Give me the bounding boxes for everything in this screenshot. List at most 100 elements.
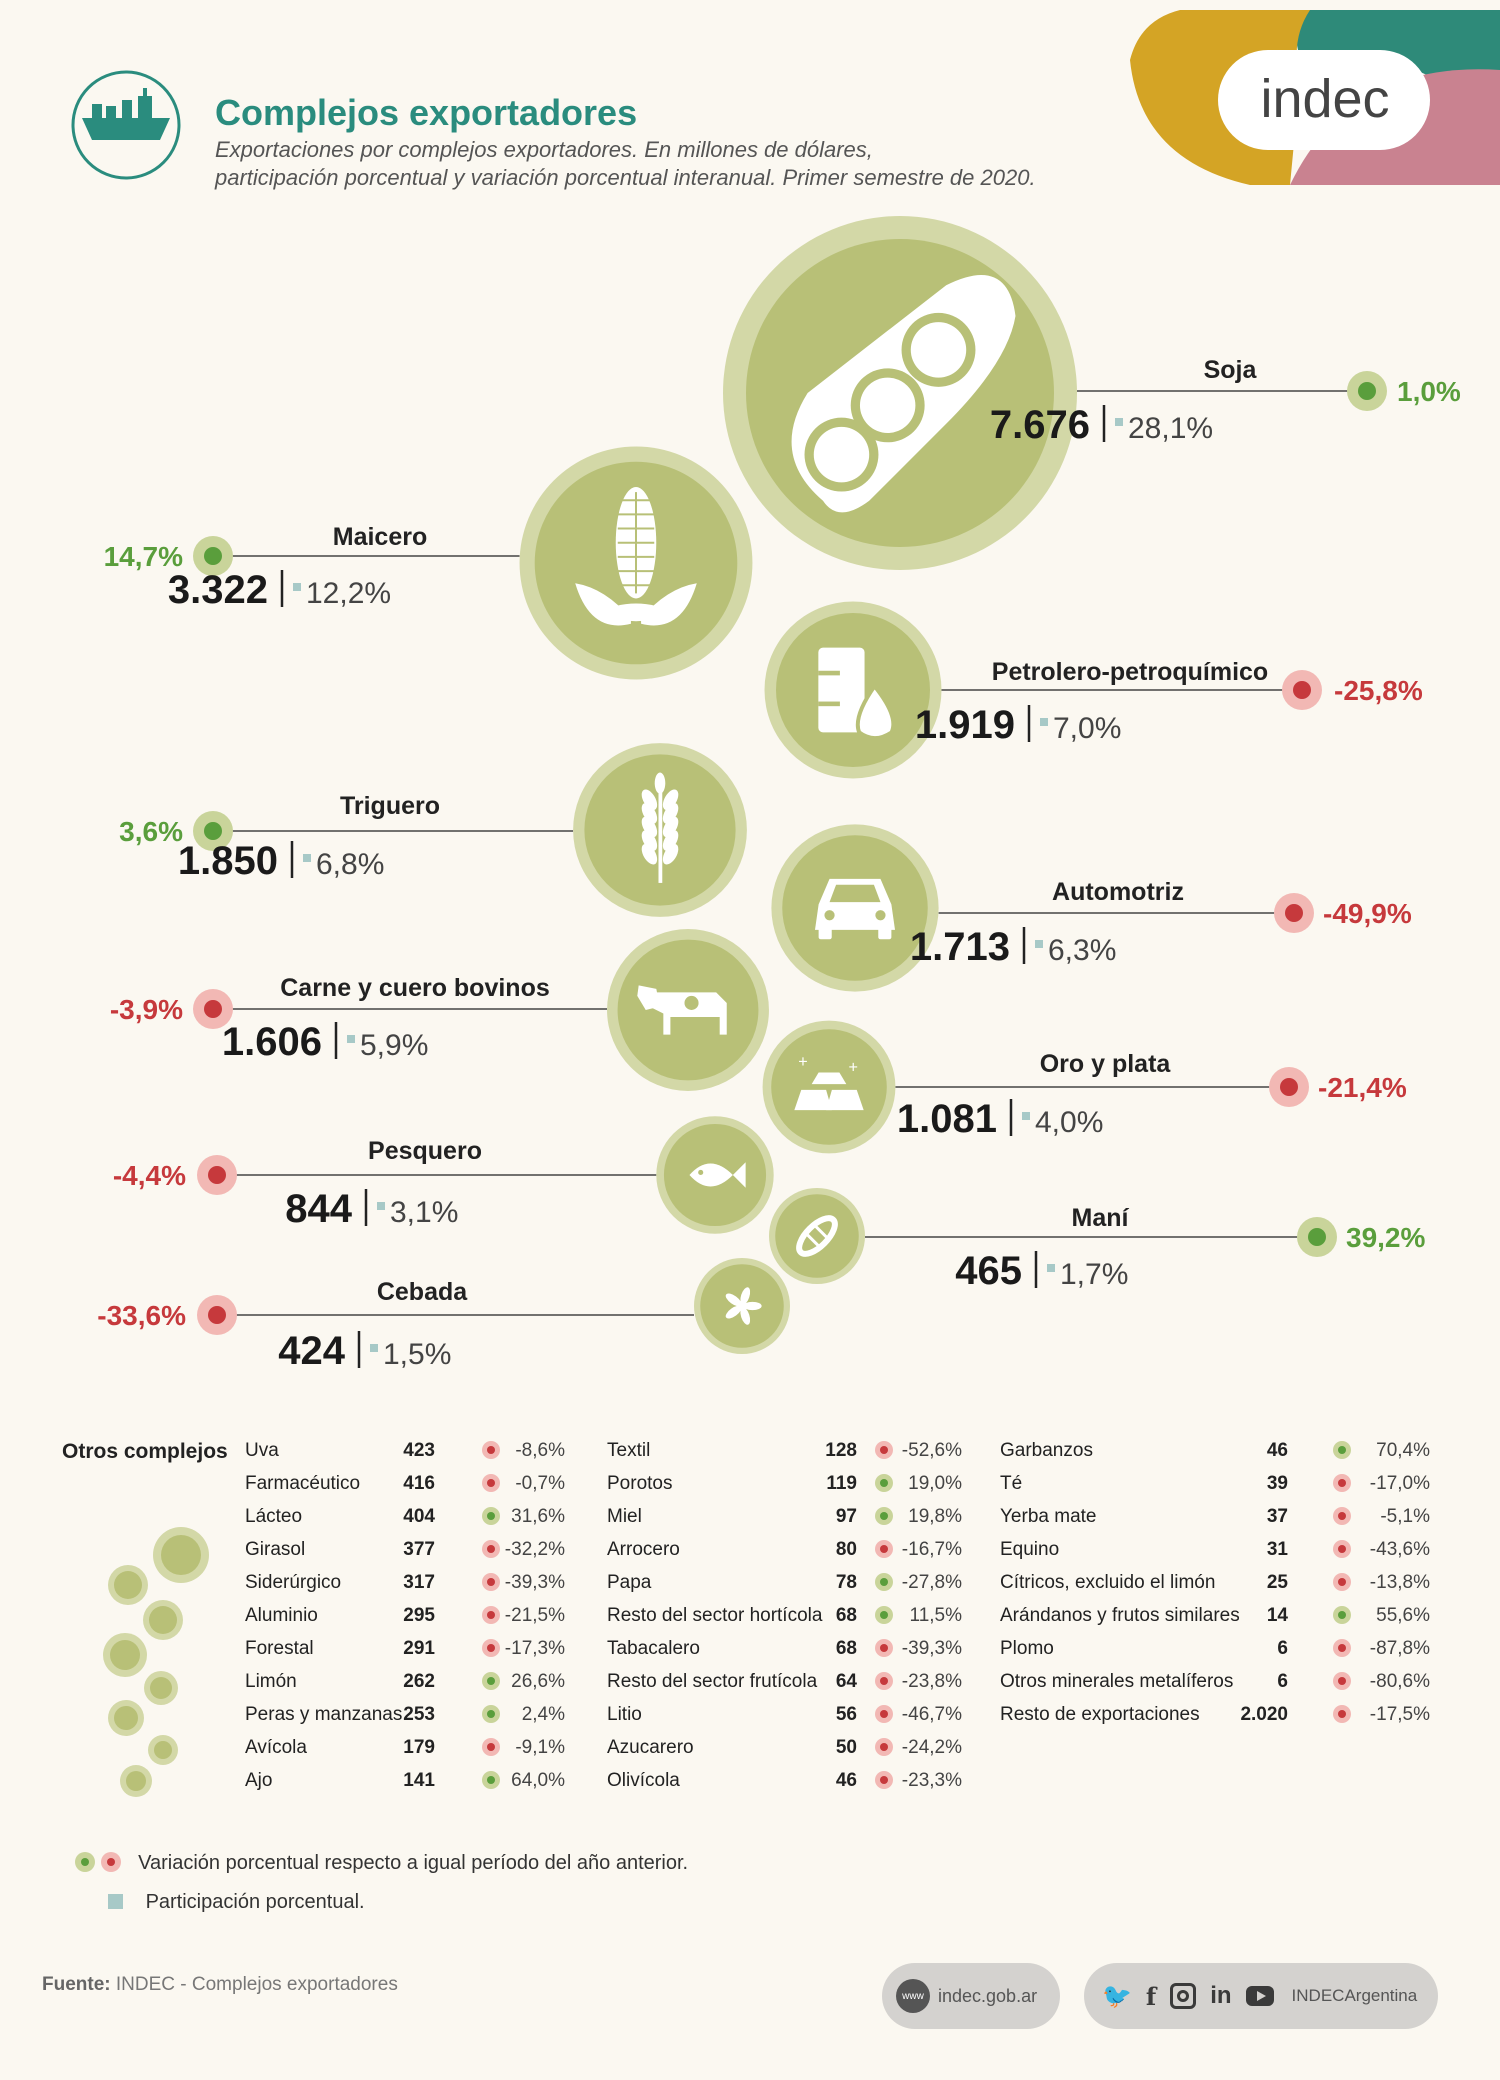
others-row: Girasol 377 -32,2% [245, 1539, 565, 1572]
others-name: Farmacéutico [245, 1473, 361, 1494]
wheat-icon [641, 772, 679, 883]
others-value: 291 [403, 1638, 435, 1659]
others-row: Avícola 179 -9,1% [245, 1737, 565, 1770]
others-name: Siderúrgico [245, 1572, 342, 1593]
others-value: 377 [403, 1539, 435, 1560]
complex-share: 3,1% [390, 1196, 458, 1229]
others-change: -23,3% [901, 1770, 962, 1791]
social-handle: INDECArgentina [1291, 1986, 1418, 2005]
instagram-icon[interactable] [1170, 1983, 1197, 2009]
green-dot-icon [482, 1507, 500, 1525]
page-subtitle: Exportaciones por complejos exportadores… [215, 136, 1036, 192]
change-dot-inner [204, 822, 222, 840]
social-bar: 🐦 f in INDECArgentina [1084, 1963, 1438, 2029]
complex-share: 28,1% [1128, 412, 1213, 445]
change-label: 39,2% [1346, 1222, 1425, 1253]
red-dot-icon [875, 1672, 893, 1690]
others-change: -52,6% [901, 1440, 962, 1461]
facebook-icon[interactable]: f [1145, 1981, 1157, 2011]
others-row: Lácteo 404 31,6% [245, 1506, 565, 1539]
others-value: 416 [403, 1473, 435, 1494]
soybean-icon [791, 274, 1016, 513]
others-value: 2.020 [1240, 1704, 1288, 1725]
red-dot-icon [482, 1441, 500, 1459]
complex-share: 7,0% [1053, 712, 1121, 745]
others-name: Resto del sector frutícola [607, 1671, 818, 1692]
green-dot-icon [1333, 1606, 1351, 1624]
others-name: Ajo [245, 1770, 273, 1791]
legend-green-dot-icon [75, 1852, 95, 1872]
red-dot-icon [482, 1540, 500, 1558]
twitter-icon[interactable]: 🐦 [1102, 1982, 1132, 2010]
others-row: Uva 423 -8,6% [245, 1440, 565, 1473]
bubble-group-9: 39,2% Maní 465 1,7% [769, 1188, 1425, 1293]
others-value: 68 [835, 1638, 857, 1659]
others-name: Equino [1000, 1539, 1060, 1560]
change-label: -33,6% [97, 1300, 186, 1331]
others-change: -17,5% [1369, 1704, 1430, 1725]
others-name: Arrocero [607, 1539, 680, 1560]
green-dot-icon [875, 1507, 893, 1525]
others-row: Farmacéutico 416 -0,7% [245, 1473, 565, 1506]
red-dot-icon [482, 1738, 500, 1756]
others-value: 46 [1266, 1440, 1288, 1461]
indec-logo: indec [1260, 69, 1389, 129]
others-change: 70,4% [1376, 1440, 1430, 1461]
corn-icon [575, 487, 697, 626]
bubble-group-5: -49,9% Automotriz 1.713 6,3% [771, 824, 1412, 992]
others-row: Miel 97 19,8% [607, 1506, 967, 1539]
youtube-icon[interactable] [1245, 1986, 1274, 2006]
others-row: Porotos 119 19,0% [607, 1473, 967, 1506]
others-title: Otros complejos [62, 1440, 228, 1463]
green-dot-icon [482, 1672, 500, 1690]
complex-share: 6,8% [316, 848, 384, 881]
legend-share-text: Participación porcentual. [145, 1891, 365, 1913]
change-dot-inner [204, 547, 222, 565]
decoration-teal-shape [1290, 10, 1500, 120]
others-change: 2,4% [521, 1704, 565, 1725]
others-value: 253 [403, 1704, 435, 1725]
red-dot-icon [875, 1540, 893, 1558]
website-link[interactable]: www indec.gob.ar [882, 1963, 1060, 2029]
others-change: -39,3% [504, 1572, 565, 1593]
others-value: 64 [835, 1671, 857, 1692]
others-row: Litio 56 -46,7% [607, 1704, 967, 1737]
change-label: -25,8% [1334, 675, 1423, 706]
others-value: 423 [403, 1440, 435, 1461]
others-row: Azucarero 50 -24,2% [607, 1737, 967, 1770]
others-row: Arrocero 80 -16,7% [607, 1539, 967, 1572]
red-dot-icon [875, 1639, 893, 1657]
others-name: Garbanzos [1000, 1440, 1093, 1461]
bubble-group-6: -3,9% Carne y cuero bovinos 1.606 5,9% [110, 929, 769, 1091]
others-change: -23,8% [901, 1671, 962, 1692]
legend-share: Participación porcentual. [108, 1891, 365, 1914]
others-name: Textil [607, 1440, 651, 1461]
others-value: 14 [1266, 1605, 1288, 1626]
bubble-group-1: 1,0% Soja 7.676 28,1% [723, 216, 1461, 570]
red-dot-icon [482, 1606, 500, 1624]
others-change: -24,2% [901, 1737, 962, 1758]
bubble-group-2: 14,7% Maicero 3.322 12,2% [104, 446, 753, 680]
red-dot-icon [875, 1705, 893, 1723]
complex-value: 1.919 [915, 703, 1015, 747]
others-value: 262 [403, 1671, 435, 1692]
red-dot-icon [875, 1738, 893, 1756]
others-value: 50 [835, 1737, 857, 1758]
linkedin-icon[interactable]: in [1210, 1982, 1232, 2009]
others-name: Resto de exportaciones [1000, 1704, 1200, 1725]
bubble-group-10: -33,6% Cebada 424 1,5% [97, 1258, 790, 1373]
others-change: -27,8% [901, 1572, 962, 1593]
source-line: Fuente: INDEC - Complejos exportadores [42, 1974, 398, 1996]
red-dot-icon [875, 1771, 893, 1789]
red-dot-icon [1333, 1639, 1351, 1657]
others-value: 179 [403, 1737, 435, 1758]
green-dot-icon [482, 1771, 500, 1789]
others-change: -17,0% [1369, 1473, 1430, 1494]
others-value: 6 [1277, 1638, 1288, 1659]
others-value: 6 [1277, 1671, 1288, 1692]
others-row: Tabacalero 68 -39,3% [607, 1638, 967, 1671]
others-name: Papa [607, 1572, 652, 1593]
complex-value: 1.081 [897, 1097, 997, 1141]
others-change: -43,6% [1369, 1539, 1430, 1560]
others-value: 141 [403, 1770, 435, 1791]
